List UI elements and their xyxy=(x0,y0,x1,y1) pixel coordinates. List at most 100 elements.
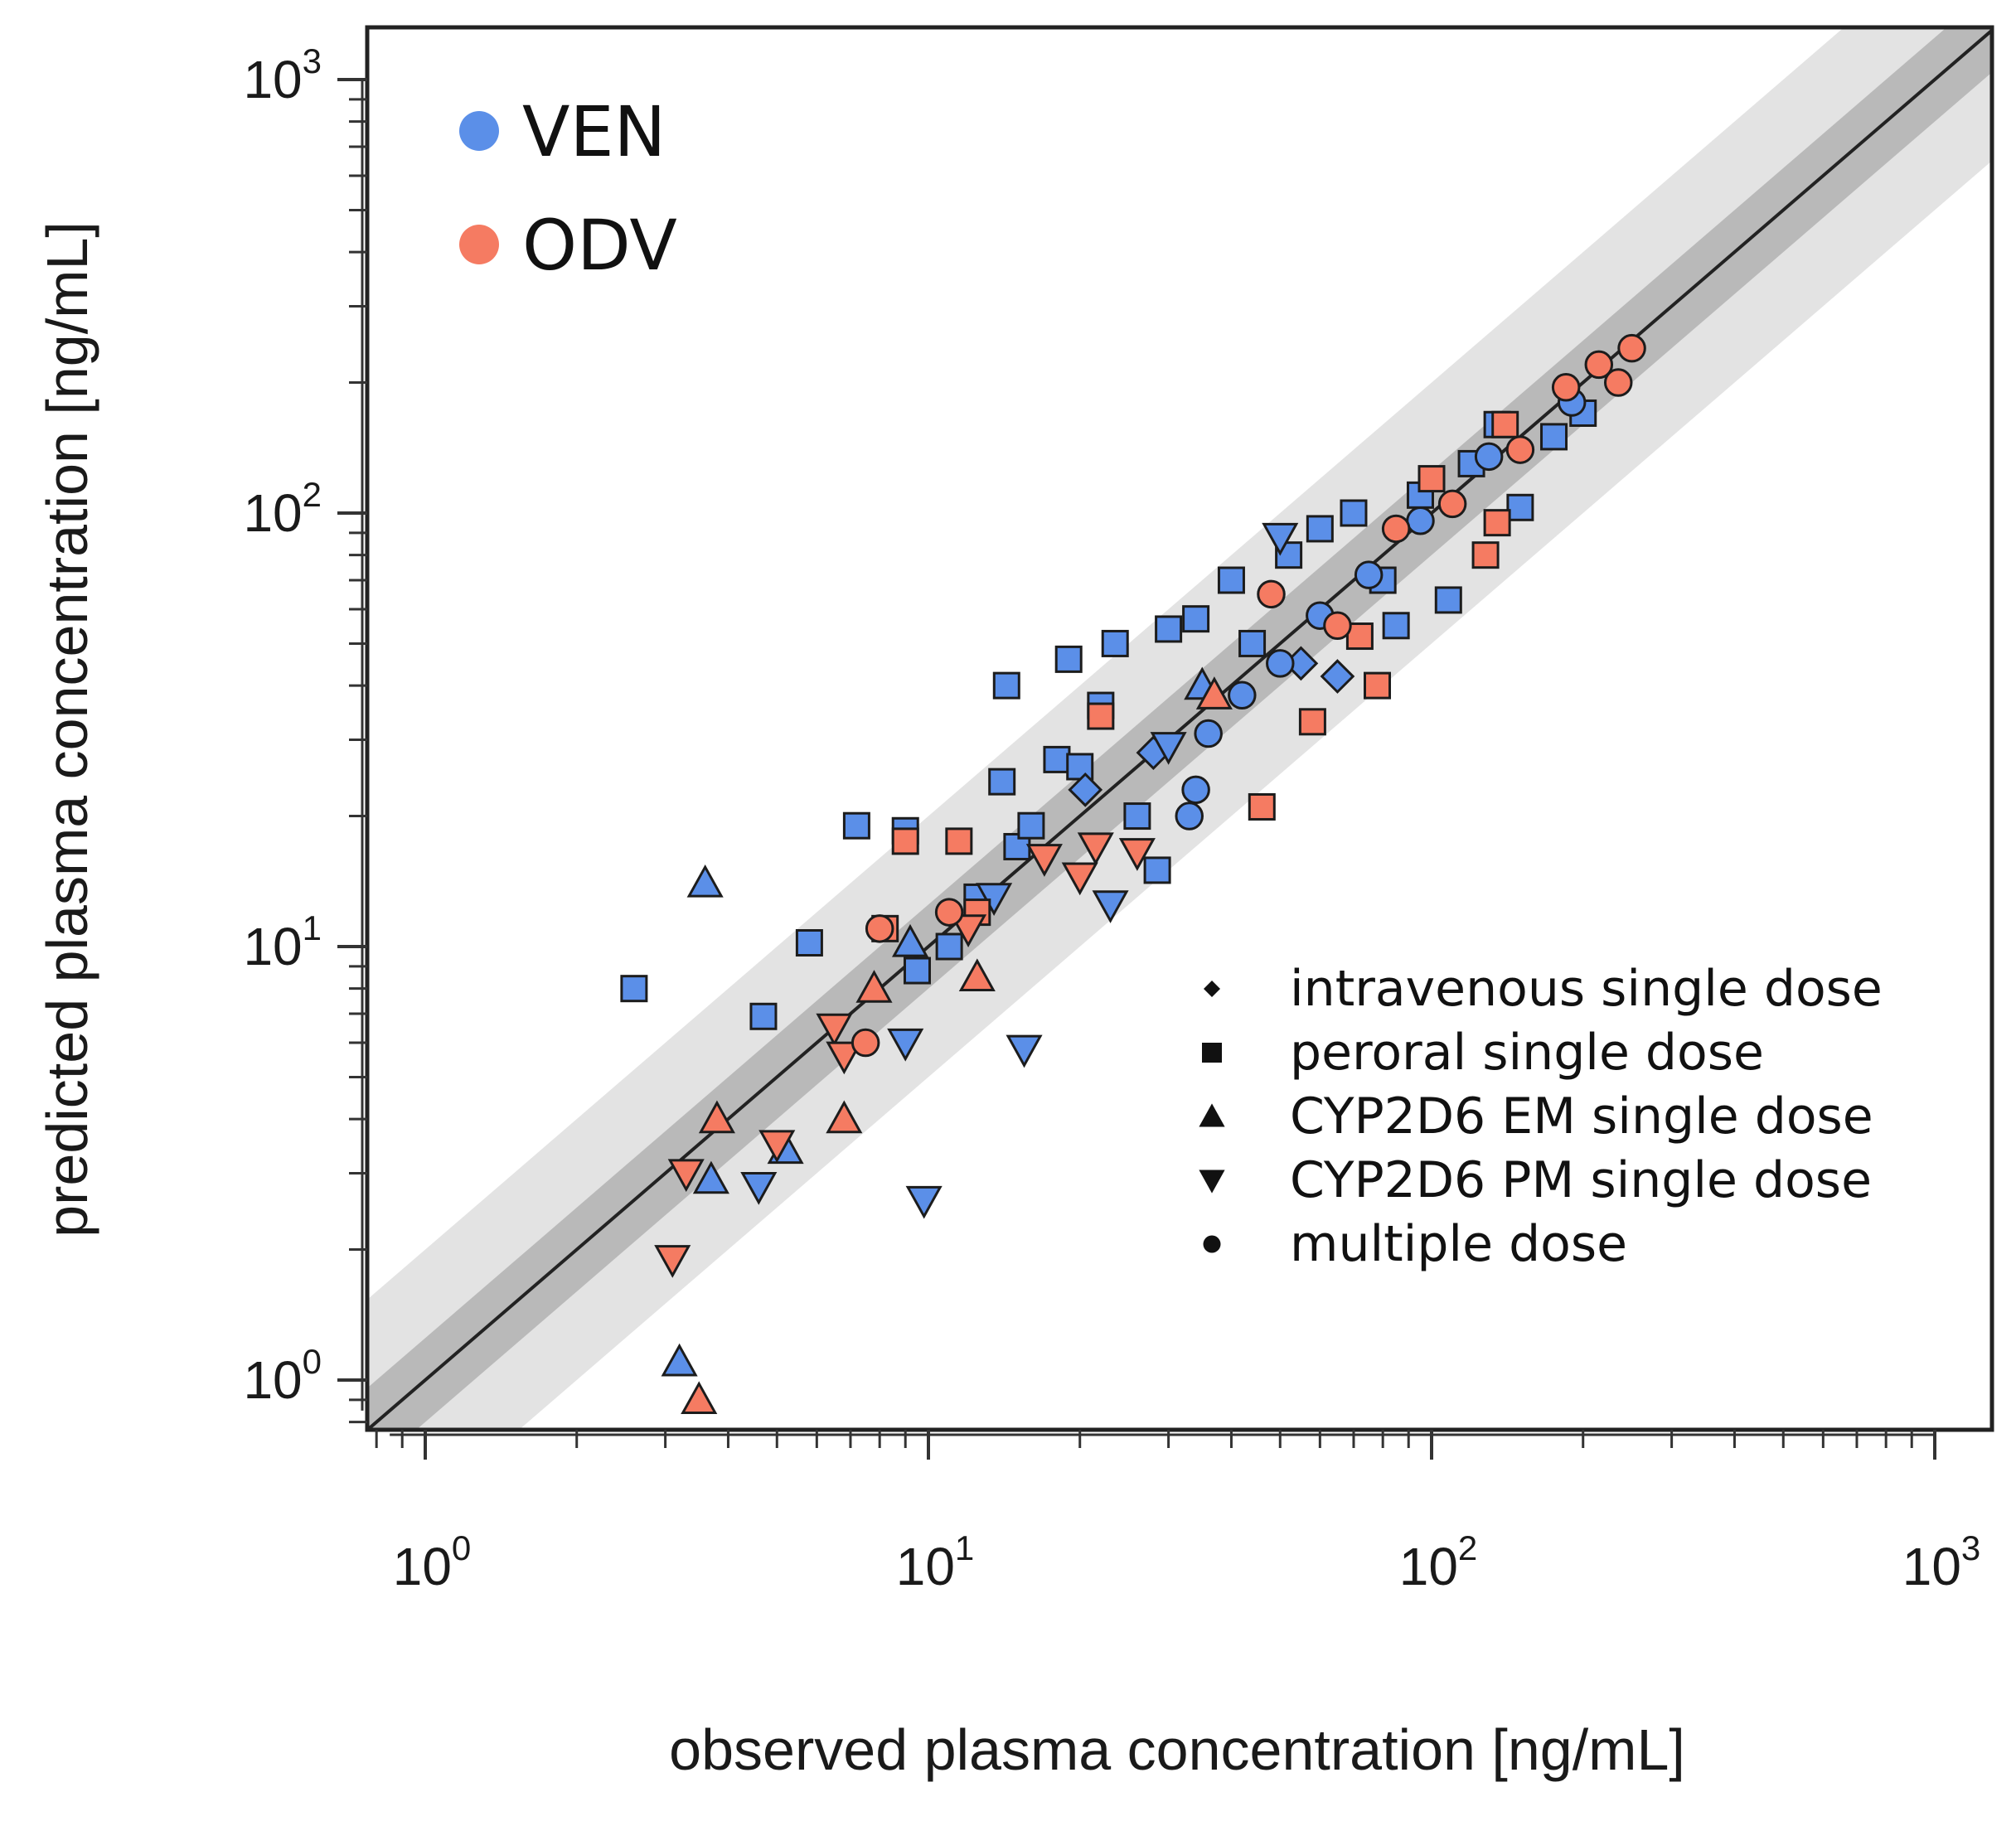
ven-point-triangle-up xyxy=(661,1343,698,1377)
y-tick-label-base: 10 xyxy=(243,917,302,976)
circle-legend-label: multiple dose xyxy=(1290,1215,1627,1273)
ven-point-square xyxy=(795,929,823,957)
data-points xyxy=(620,333,1646,1415)
ven-point-circle xyxy=(1354,560,1384,589)
diamond-legend-entry: intravenous single dose xyxy=(1204,960,1883,1018)
y-tick-label: 102 xyxy=(243,475,322,543)
ven-point-square xyxy=(1434,586,1462,614)
odv-point-circle xyxy=(850,1028,880,1058)
shape-legend: intravenous single dose peroral single do… xyxy=(1199,960,1883,1273)
square-legend-marker xyxy=(1202,1043,1222,1063)
ven-point-circle xyxy=(1181,775,1210,805)
odv-point-square xyxy=(1087,702,1115,730)
ven-point-square xyxy=(1066,753,1094,781)
x-tick-label: 101 xyxy=(896,1528,975,1596)
ven-point-triangle-down xyxy=(1150,732,1187,765)
ven-point-square xyxy=(842,811,870,840)
odv-point-square xyxy=(1298,708,1326,736)
x-tick-label: 100 xyxy=(393,1528,472,1596)
ven-point-triangle-up xyxy=(891,923,929,957)
ven-point-diamond xyxy=(1068,772,1103,807)
odv-point-triangle-up xyxy=(1195,676,1233,710)
odv-point-triangle-down xyxy=(1077,832,1114,866)
odv-point-square xyxy=(1248,792,1276,821)
y-tick-label: 103 xyxy=(243,41,322,109)
ven-point-square xyxy=(992,671,1020,700)
y-tick-label-exponent: 3 xyxy=(303,41,322,80)
ven-point-square xyxy=(1238,629,1267,657)
odv-point-circle xyxy=(865,914,894,943)
ven-point-triangle-down xyxy=(1092,890,1129,923)
diamond-legend-label: intravenous single dose xyxy=(1290,960,1883,1018)
ven-point-square xyxy=(903,957,931,985)
ven-point-square xyxy=(1003,832,1031,860)
triangle-down-legend-marker xyxy=(1199,1170,1225,1194)
x-axis-label: observed plasma concentration [ng/mL] xyxy=(669,1717,1685,1782)
odv-point-triangle-up xyxy=(698,1100,735,1134)
ven-point-square xyxy=(1540,423,1568,451)
ven-point-circle xyxy=(1175,802,1204,831)
y-tick-label-exponent: 1 xyxy=(303,908,322,947)
odv-point-square xyxy=(1471,541,1500,569)
ven-point-circle xyxy=(1266,649,1295,678)
ven-point-square xyxy=(988,768,1016,796)
ven-point-square xyxy=(1340,499,1368,527)
ven-point-square xyxy=(935,932,963,961)
ven-point-triangle-down xyxy=(1262,522,1299,556)
ven-point-square xyxy=(1123,802,1151,831)
ven-point-triangle-down xyxy=(740,1172,778,1205)
odv-point-circle xyxy=(1323,611,1352,641)
ven-point-square xyxy=(1017,811,1045,840)
x-tick-label-exponent: 1 xyxy=(955,1528,974,1567)
plot-frame xyxy=(365,25,1994,1432)
x-tick-label: 102 xyxy=(1399,1528,1478,1596)
odv-point-circle xyxy=(1617,333,1646,363)
circle-legend-marker xyxy=(1203,1235,1221,1253)
y-tick-label-base: 10 xyxy=(243,50,302,109)
circle-legend-entry: multiple dose xyxy=(1203,1215,1627,1273)
odv-point-triangle-up xyxy=(826,1100,863,1134)
ven-point-square xyxy=(1155,615,1183,643)
y-tick-label-base: 10 xyxy=(243,483,302,543)
odv-point-circle xyxy=(1584,350,1614,380)
ven-legend-label: VEN xyxy=(522,91,666,172)
odv-point-triangle-down xyxy=(758,1130,796,1164)
triangle-down-legend-entry: CYP2D6 PM single dose xyxy=(1199,1151,1872,1209)
x-tick-label: 103 xyxy=(1902,1528,1981,1596)
odv-point-circle xyxy=(1257,579,1286,609)
y-tick-label-base: 10 xyxy=(243,1350,302,1410)
odv-point-square xyxy=(1364,671,1392,700)
ven-point-triangle-down xyxy=(905,1185,943,1219)
x-tick-label-exponent: 0 xyxy=(452,1528,471,1567)
y-tick-label: 101 xyxy=(243,908,322,976)
odv-point-circle xyxy=(1381,514,1411,544)
ven-point-square xyxy=(1143,856,1171,884)
series-legend: VEN ODV xyxy=(459,91,677,286)
triangle-up-legend-marker xyxy=(1199,1103,1225,1127)
odv-point-triangle-down xyxy=(1118,838,1156,871)
ven-point-circle xyxy=(1406,506,1435,535)
x-tick-label-base: 10 xyxy=(896,1537,955,1596)
x-tick-label-exponent: 2 xyxy=(1458,1528,1477,1567)
odv-point-square xyxy=(1483,509,1511,537)
odv-point-square xyxy=(945,827,973,855)
odv-point-triangle-down xyxy=(816,1013,853,1047)
triangle-up-legend-label: CYP2D6 EM single dose xyxy=(1290,1087,1873,1145)
odv-point-triangle-down xyxy=(654,1245,691,1278)
triangle-up-legend-entry: CYP2D6 EM single dose xyxy=(1199,1087,1873,1145)
identity-line xyxy=(367,27,1992,1430)
ven-point-square xyxy=(1101,629,1129,657)
odv-point-square xyxy=(1418,465,1446,493)
ven-point-square xyxy=(1217,566,1245,594)
odv-point-circle xyxy=(934,898,964,927)
diamond-legend-marker xyxy=(1204,981,1220,997)
odv-point-circle xyxy=(1603,368,1633,397)
x-tick-label-base: 10 xyxy=(393,1537,452,1596)
odv-point-triangle-down xyxy=(1061,862,1098,896)
ven-point-circle xyxy=(1194,719,1223,748)
x-tick-label-base: 10 xyxy=(1399,1537,1458,1596)
odv-point-circle xyxy=(1551,373,1581,402)
odv-point-circle xyxy=(1437,489,1467,519)
